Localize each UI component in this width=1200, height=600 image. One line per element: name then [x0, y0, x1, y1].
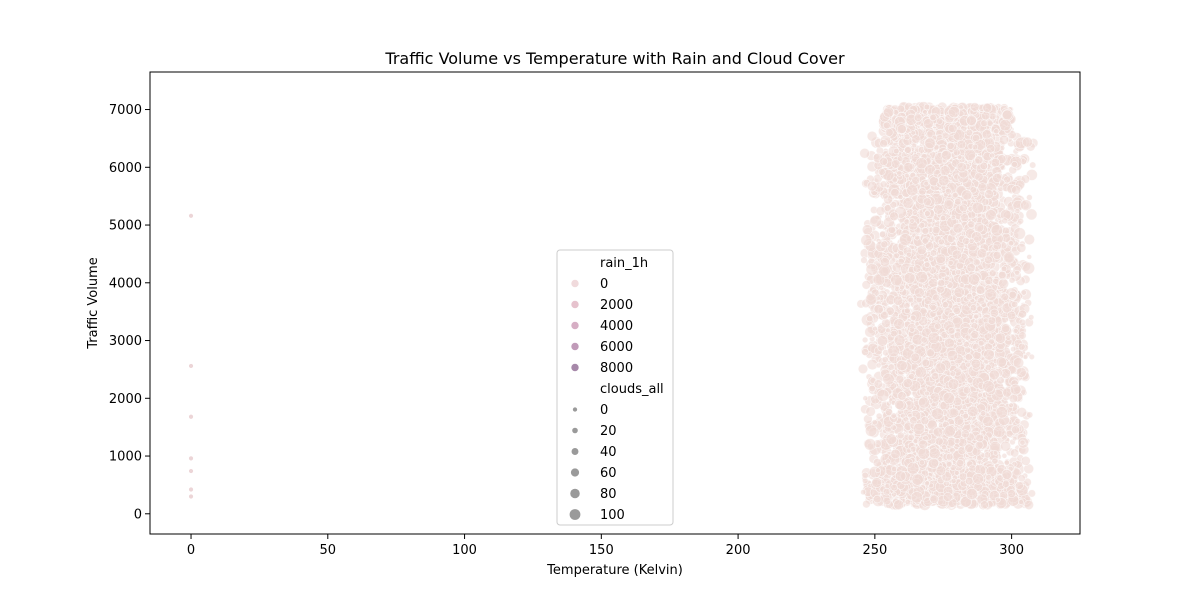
- scatter-point: [862, 395, 869, 402]
- scatter-point: [860, 256, 868, 264]
- chart-title: Traffic Volume vs Temperature with Rain …: [384, 49, 845, 68]
- scatter-point: [1027, 489, 1036, 498]
- scatter-point: [1026, 411, 1034, 419]
- scatter-point: [1015, 366, 1027, 378]
- scatter-point: [897, 431, 905, 440]
- scatter-point: [861, 336, 869, 344]
- scatter-point: [866, 315, 874, 323]
- scatter-point: [1001, 452, 1008, 459]
- scatter-point: [1003, 175, 1012, 184]
- scatter-point: [862, 224, 873, 236]
- scatter-point: [1010, 448, 1020, 458]
- scatter-point: [1019, 439, 1026, 446]
- scatter-point: [865, 406, 876, 417]
- scatter-point: [876, 389, 890, 402]
- scatter-point: [1026, 254, 1033, 260]
- scatter-point: [1016, 407, 1028, 418]
- scatter-point: [1023, 233, 1035, 246]
- scatter-point: [861, 471, 869, 479]
- scatter-point: [1028, 314, 1035, 321]
- scatter-point: [1010, 346, 1017, 353]
- scatter-point: [857, 363, 869, 375]
- data-points: [188, 101, 1039, 511]
- scatter-point: [1022, 354, 1029, 360]
- scatter-point: [1017, 474, 1026, 483]
- scatter-point: [859, 147, 871, 159]
- scatter-point: [1028, 353, 1035, 361]
- scatter-point: [1008, 276, 1016, 284]
- scatter-point: [1003, 459, 1010, 466]
